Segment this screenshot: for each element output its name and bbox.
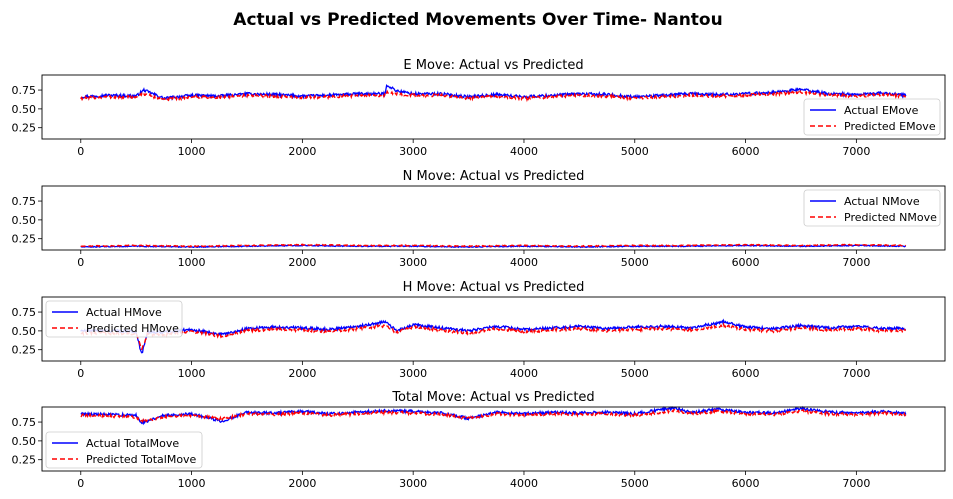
n-move-predicted-line — [80, 243, 907, 248]
e-move-ytick-label: 0.50 — [12, 103, 37, 116]
n-move-xtick-label: 5000 — [621, 256, 649, 269]
total-move-title: Total Move: Actual vs Predicted — [391, 390, 594, 405]
e-move-legend-label-predicted: Predicted EMove — [844, 120, 936, 133]
h-move-ytick-label: 0.25 — [12, 344, 37, 357]
h-move-xtick-label: 3000 — [399, 367, 427, 380]
n-move-xtick-label: 1000 — [178, 256, 206, 269]
h-move-xtick-label: 1000 — [178, 367, 206, 380]
h-move-ytick-label: 0.75 — [12, 306, 37, 319]
total-move-xtick-label: 1000 — [178, 477, 206, 490]
n-move-xtick-label: 4000 — [510, 256, 538, 269]
n-move-legend: Actual NMove Predicted NMove — [803, 189, 941, 227]
n-move-ytick-label: 0.50 — [12, 214, 37, 227]
total-move-ytick-label: 0.25 — [12, 454, 37, 467]
total-move-legend: Actual TotalMove Predicted TotalMove — [45, 431, 203, 469]
n-move-legend-box — [803, 189, 941, 227]
total-move-legend-label-predicted: Predicted TotalMove — [86, 453, 197, 466]
e-move-xtick-label: 3000 — [399, 145, 427, 158]
h-move-legend-box — [45, 300, 183, 338]
e-move-xtick-label: 0 — [77, 145, 84, 158]
total-move-xtick-label: 2000 — [288, 477, 316, 490]
e-move-legend: Actual EMove Predicted EMove — [803, 98, 941, 136]
e-move-legend-label-actual: Actual EMove — [844, 104, 919, 117]
n-move-xtick-label: 6000 — [732, 256, 760, 269]
n-move-legend-label-actual: Actual NMove — [844, 195, 920, 208]
n-move-title: N Move: Actual vs Predicted — [403, 169, 585, 184]
total-move-ytick-label: 0.75 — [12, 416, 37, 429]
h-move-xtick-label: 6000 — [732, 367, 760, 380]
e-move-xtick-label: 7000 — [842, 145, 870, 158]
h-move-xtick-label: 7000 — [842, 367, 870, 380]
subplots: E Move: Actual vs Predicted 0 1000 2000 3000… — [12, 58, 946, 490]
e-move-panel: E Move: Actual vs Predicted 0 1000 2000 3000… — [12, 58, 946, 158]
e-move-title: E Move: Actual vs Predicted — [403, 58, 583, 73]
h-move-predicted-line — [80, 321, 906, 350]
e-move-xtick-label: 4000 — [510, 145, 538, 158]
e-move-xtick-label: 2000 — [288, 145, 316, 158]
total-move-xtick-label: 0 — [77, 477, 84, 490]
n-move-xtick-label: 7000 — [842, 256, 870, 269]
e-move-ytick-label: 0.25 — [12, 122, 37, 135]
n-move-ytick-label: 0.25 — [12, 233, 37, 246]
e-move-actual-line — [80, 83, 907, 102]
n-move-xtick-label: 0 — [77, 256, 84, 269]
h-move-panel: H Move: Actual vs Predicted 0 1000 2000 3000… — [12, 280, 946, 380]
total-move-actual-line — [80, 405, 907, 426]
h-move-xtick-label: 2000 — [288, 367, 316, 380]
h-move-ytick-label: 0.50 — [12, 325, 37, 338]
total-move-axes-frame — [41, 406, 946, 472]
figure-title: Actual vs Predicted Movements Over Time-… — [233, 10, 722, 30]
n-move-legend-label-predicted: Predicted NMove — [844, 211, 937, 224]
h-move-xtick-label: 0 — [77, 367, 84, 380]
e-move-predicted-line — [80, 89, 907, 103]
total-move-xtick-label: 5000 — [621, 477, 649, 490]
h-move-axes-frame — [41, 296, 946, 362]
total-move-predicted-line — [80, 408, 907, 424]
total-move-legend-label-actual: Actual TotalMove — [86, 437, 179, 450]
total-move-panel: Total Move: Actual vs Predicted 0 1000 2000… — [12, 390, 946, 490]
h-move-legend-label-actual: Actual HMove — [86, 306, 162, 319]
total-move-ytick-label: 0.50 — [12, 435, 37, 448]
total-move-xtick-label: 6000 — [732, 477, 760, 490]
total-move-xtick-label: 4000 — [510, 477, 538, 490]
h-move-xtick-label: 4000 — [510, 367, 538, 380]
n-move-panel: N Move: Actual vs Predicted 0 1000 2000 3000… — [12, 169, 946, 269]
e-move-ytick-label: 0.75 — [12, 84, 37, 97]
h-move-legend: Actual HMove Predicted HMove — [45, 300, 183, 338]
e-move-xtick-label: 5000 — [621, 145, 649, 158]
n-move-actual-line — [80, 244, 907, 249]
e-move-xtick-label: 6000 — [732, 145, 760, 158]
n-move-axes-frame — [41, 185, 946, 251]
h-move-xtick-label: 5000 — [621, 367, 649, 380]
e-move-xtick-label: 1000 — [178, 145, 206, 158]
total-move-xtick-label: 3000 — [399, 477, 427, 490]
n-move-xtick-label: 3000 — [399, 256, 427, 269]
total-move-legend-box — [45, 431, 203, 469]
e-move-legend-box — [803, 98, 941, 136]
total-move-xtick-label: 7000 — [842, 477, 870, 490]
n-move-ytick-label: 0.75 — [12, 195, 37, 208]
e-move-axes-frame — [41, 74, 946, 140]
h-move-title: H Move: Actual vs Predicted — [403, 280, 585, 295]
h-move-legend-label-predicted: Predicted HMove — [86, 322, 179, 335]
n-move-xtick-label: 2000 — [288, 256, 316, 269]
